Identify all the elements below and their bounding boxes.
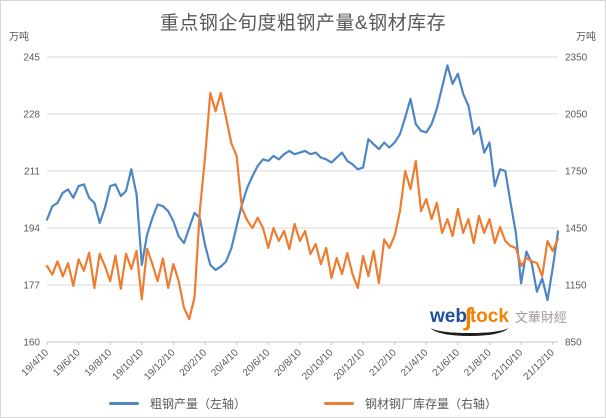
- x-axis-tick-label: 21/8/10: [462, 347, 494, 379]
- right-axis-tick-label: 2350: [565, 53, 588, 64]
- x-axis-tick-label: 21/12/10: [522, 347, 558, 383]
- watermark-web-text: web: [430, 306, 467, 327]
- legend: 粗钢产量（左轴） 钢材钢厂库存量（右轴）: [1, 395, 605, 412]
- left-axis-tick-label: 245: [23, 53, 40, 64]
- x-axis-tick-label: 21/2/10: [367, 347, 399, 379]
- x-axis-tick-label: 19/12/10: [142, 347, 178, 383]
- x-axis-tick-label: 20/12/10: [332, 347, 368, 383]
- watermark-cn-text: 文華財經: [514, 310, 567, 325]
- watermark: web∫tock 文華財經: [430, 303, 570, 339]
- left-axis-tick-label: 228: [23, 110, 40, 121]
- right-axis-tick-label: 850: [565, 338, 582, 349]
- left-axis-tick-label: 160: [23, 338, 40, 349]
- x-axis-tick-label: 20/2/10: [178, 347, 210, 379]
- left-axis-tick-label: 211: [24, 167, 40, 178]
- legend-label-crude-steel: 粗钢产量（左轴）: [149, 397, 246, 411]
- left-axis-tick-label: 194: [23, 224, 40, 235]
- watermark-swoosh-icon: [431, 326, 508, 336]
- right-axis-tick-label: 2050: [565, 110, 588, 121]
- chart-title: 重点钢企旬度粗钢产量&钢材库存: [159, 13, 447, 34]
- watermark-tock-text: tock: [469, 306, 509, 327]
- x-axis-tick-label: 19/8/10: [83, 347, 115, 379]
- inventory-line: [45, 91, 560, 321]
- crude-steel-line: [45, 64, 560, 302]
- legend-swatch-inventory-icon: [324, 402, 354, 405]
- left-axis-tick-label: 177: [23, 281, 40, 292]
- legend-item-inventory: 钢材钢厂库存量（右轴）: [324, 395, 497, 412]
- watermark-s-icon: ∫: [464, 303, 472, 331]
- x-axis-tick-label: 20/4/10: [209, 347, 241, 379]
- x-axis-tick-label: 21/6/10: [431, 347, 463, 379]
- x-axis-tick-label: 20/6/10: [241, 347, 273, 379]
- right-axis-tick-label: 1450: [565, 224, 588, 235]
- right-axis-tick-label: 1750: [565, 167, 588, 178]
- right-axis-unit-label: 万吨: [576, 32, 596, 43]
- x-axis-tick-label: 20/10/10: [300, 347, 336, 383]
- x-axis-tick-label: 21/4/10: [399, 347, 431, 379]
- legend-item-crude-steel: 粗钢产量（左轴）: [108, 395, 246, 412]
- x-axis-tick-label: 21/10/10: [490, 347, 526, 383]
- right-axis-tick-label: 1150: [565, 281, 587, 292]
- x-axis-tick-label: 20/8/10: [273, 347, 305, 379]
- legend-swatch-crude-steel-icon: [108, 402, 139, 405]
- x-axis-tick-label: 19/4/10: [20, 347, 52, 379]
- left-axis-unit-label: 万吨: [9, 32, 29, 43]
- x-axis-tick-label: 19/10/10: [111, 347, 147, 383]
- legend-label-inventory: 钢材钢厂库存量（右轴）: [365, 397, 498, 411]
- x-axis-tick-label: 19/6/10: [51, 347, 83, 379]
